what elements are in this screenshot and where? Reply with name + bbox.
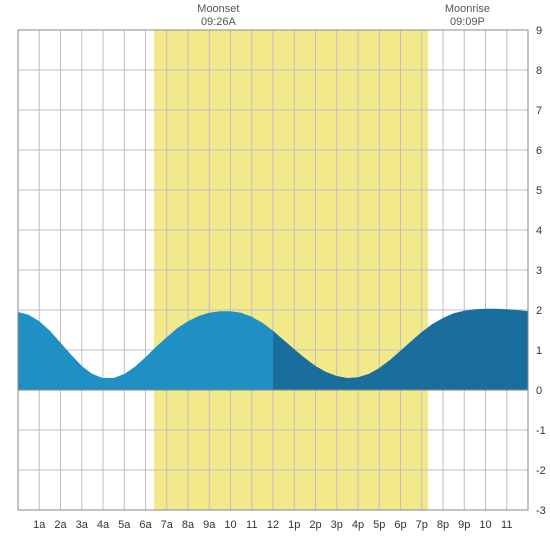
- y-tick-label: 6: [536, 145, 542, 157]
- x-tick-label: 1p: [288, 519, 300, 531]
- x-tick-label: 11: [246, 519, 257, 531]
- y-tick-label: 7: [536, 105, 542, 117]
- y-tick-label: 4: [536, 225, 542, 237]
- x-tick-label: 11: [501, 519, 512, 531]
- x-tick-label: 2a: [54, 519, 67, 531]
- x-tick-label: 2p: [309, 519, 321, 531]
- tide-chart: 1a2a3a4a5a6a7a8a9a1011121p2p3p4p5p6p7p8p…: [0, 0, 550, 550]
- top-label-time: 09:26A: [201, 16, 237, 28]
- x-tick-label: 9a: [203, 519, 216, 531]
- y-tick-label: 3: [536, 265, 542, 277]
- x-tick-label: 10: [224, 519, 236, 531]
- y-tick-label: -1: [536, 425, 546, 437]
- y-tick-label: 9: [536, 25, 542, 37]
- chart-svg: 1a2a3a4a5a6a7a8a9a1011121p2p3p4p5p6p7p8p…: [0, 0, 550, 550]
- x-tick-label: 4a: [97, 519, 110, 531]
- x-tick-label: 9p: [458, 519, 470, 531]
- y-tick-label: 2: [536, 305, 542, 317]
- x-tick-label: 3a: [76, 519, 89, 531]
- y-tick-label: 1: [536, 345, 542, 357]
- x-tick-label: 8a: [182, 519, 195, 531]
- y-tick-label: 8: [536, 65, 542, 77]
- x-tick-label: 4p: [352, 519, 364, 531]
- x-tick-label: 7a: [161, 519, 174, 531]
- x-tick-label: 7p: [416, 519, 428, 531]
- y-tick-label: -3: [536, 505, 546, 517]
- y-tick-label: 5: [536, 185, 542, 197]
- top-label-title: Moonrise: [445, 3, 490, 15]
- y-tick-label: -2: [536, 465, 546, 477]
- top-label-title: Moonset: [197, 3, 239, 15]
- x-tick-label: 10: [479, 519, 491, 531]
- x-tick-label: 6a: [139, 519, 152, 531]
- x-tick-label: 3p: [331, 519, 343, 531]
- top-label-time: 09:09P: [450, 16, 485, 28]
- x-tick-label: 8p: [437, 519, 449, 531]
- x-tick-label: 5a: [118, 519, 131, 531]
- x-tick-label: 12: [267, 519, 279, 531]
- x-tick-label: 6p: [394, 519, 406, 531]
- y-tick-label: 0: [536, 385, 542, 397]
- x-tick-label: 1a: [33, 519, 46, 531]
- x-tick-label: 5p: [373, 519, 385, 531]
